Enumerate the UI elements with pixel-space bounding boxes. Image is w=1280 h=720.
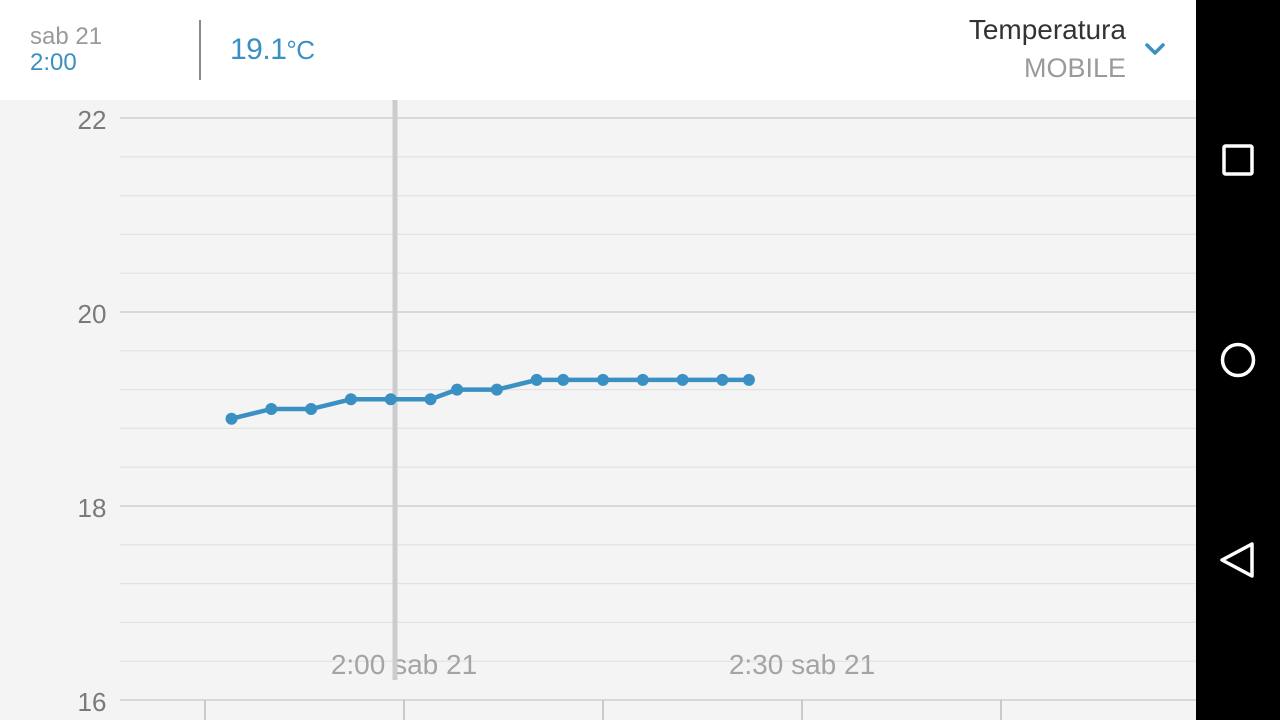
selected-date: sab 21 [30, 23, 103, 50]
temperature-chart[interactable]: 16 18 20 22 2:00 sab 21 2:30 sab 21 [0, 100, 1196, 720]
x-axis-label: 2:00 sab 21 [331, 649, 477, 680]
y-tick-label: 16 [78, 687, 107, 717]
android-nav-bar [1196, 0, 1280, 720]
data-point [451, 383, 464, 396]
back-triangle-icon[interactable] [1208, 530, 1268, 590]
data-point [742, 373, 755, 386]
data-point [225, 412, 238, 425]
y-tick-label: 20 [78, 299, 107, 329]
x-axis-label: 2:30 sab 21 [729, 649, 875, 680]
data-point [305, 403, 318, 415]
header: sab 21 2:00 19.1°C Temperatura MOBILE [0, 0, 1196, 100]
data-point [557, 373, 570, 386]
data-point [597, 373, 609, 386]
y-tick-label: 18 [78, 493, 107, 523]
sensor-title: Temperatura [968, 14, 1126, 45]
sensor-subtitle: MOBILE [1023, 53, 1126, 83]
data-point [490, 383, 503, 396]
data-point [530, 373, 543, 386]
data-point [676, 373, 689, 386]
data-point [265, 403, 278, 415]
data-point [344, 393, 357, 406]
recents-square-icon[interactable] [1208, 130, 1268, 190]
selected-value: 19.1°C [230, 33, 315, 67]
sensor-selector[interactable]: Temperatura MOBILE [876, 0, 1196, 100]
header-divider [199, 20, 201, 80]
chevron-down-icon[interactable] [1144, 38, 1166, 60]
selected-time: 2:00 [30, 49, 77, 76]
data-point [424, 393, 437, 406]
value-unit: °C [286, 35, 315, 65]
value-number: 19.1 [230, 33, 287, 66]
data-point [384, 393, 397, 406]
data-point [636, 373, 649, 386]
y-tick-label: 22 [78, 105, 107, 135]
data-point [716, 373, 729, 386]
home-circle-icon[interactable] [1208, 330, 1268, 390]
app-window: sab 21 2:00 19.1°C Temperatura MOBILE 16… [0, 0, 1196, 720]
